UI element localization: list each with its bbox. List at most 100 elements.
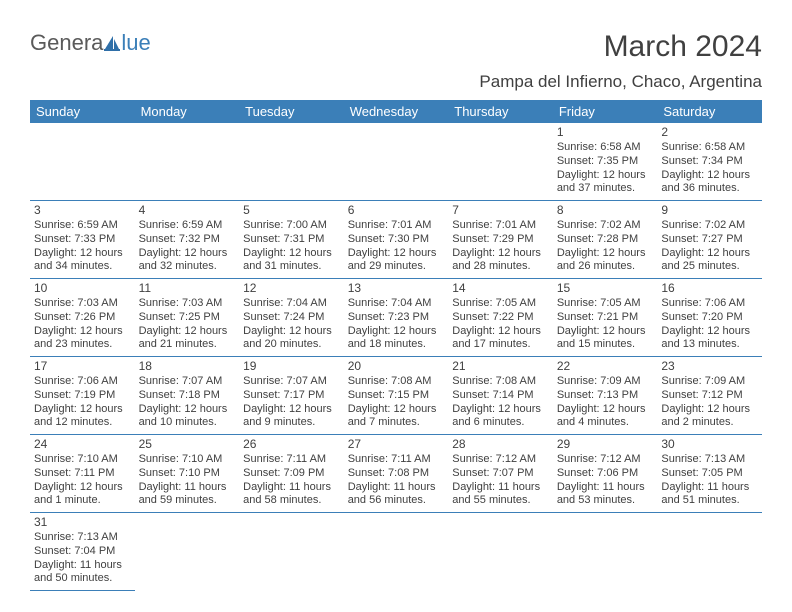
sunrise-line: Sunrise: 7:08 AM [348, 375, 445, 389]
daylight-line: Daylight: 12 hours and 2 minutes. [661, 403, 758, 431]
daylight-line: Daylight: 12 hours and 4 minutes. [557, 403, 654, 431]
daylight-line: Daylight: 12 hours and 18 minutes. [348, 325, 445, 353]
day-cell: 7Sunrise: 7:01 AMSunset: 7:29 PMDaylight… [448, 201, 553, 279]
empty-cell [30, 123, 135, 201]
sunrise-line: Sunrise: 7:11 AM [348, 453, 445, 467]
empty-cell [344, 123, 449, 201]
sunset-line: Sunset: 7:23 PM [348, 311, 445, 325]
daylight-line: Daylight: 12 hours and 29 minutes. [348, 247, 445, 275]
sunrise-line: Sunrise: 7:00 AM [243, 219, 340, 233]
day-cell: 28Sunrise: 7:12 AMSunset: 7:07 PMDayligh… [448, 435, 553, 513]
day-number: 24 [34, 437, 131, 452]
day-number: 6 [348, 203, 445, 218]
sunset-line: Sunset: 7:05 PM [661, 467, 758, 481]
daylight-line: Daylight: 12 hours and 10 minutes. [139, 403, 236, 431]
location-subtitle: Pampa del Infierno, Chaco, Argentina [479, 72, 762, 92]
sunset-line: Sunset: 7:32 PM [139, 233, 236, 247]
sunset-line: Sunset: 7:15 PM [348, 389, 445, 403]
sunrise-line: Sunrise: 7:03 AM [34, 297, 131, 311]
sunset-line: Sunset: 7:30 PM [348, 233, 445, 247]
daylight-line: Daylight: 12 hours and 34 minutes. [34, 247, 131, 275]
sunrise-line: Sunrise: 7:08 AM [452, 375, 549, 389]
day-cell: 22Sunrise: 7:09 AMSunset: 7:13 PMDayligh… [553, 357, 658, 435]
sunrise-line: Sunrise: 6:58 AM [557, 141, 654, 155]
daylight-line: Daylight: 11 hours and 55 minutes. [452, 481, 549, 509]
day-cell: 23Sunrise: 7:09 AMSunset: 7:12 PMDayligh… [657, 357, 762, 435]
day-number: 5 [243, 203, 340, 218]
sunrise-line: Sunrise: 7:07 AM [139, 375, 236, 389]
day-header: Thursday [448, 100, 553, 123]
day-cell: 19Sunrise: 7:07 AMSunset: 7:17 PMDayligh… [239, 357, 344, 435]
sunset-line: Sunset: 7:26 PM [34, 311, 131, 325]
day-cell: 12Sunrise: 7:04 AMSunset: 7:24 PMDayligh… [239, 279, 344, 357]
sunset-line: Sunset: 7:11 PM [34, 467, 131, 481]
sunset-line: Sunset: 7:25 PM [139, 311, 236, 325]
day-cell: 30Sunrise: 7:13 AMSunset: 7:05 PMDayligh… [657, 435, 762, 513]
day-number: 2 [661, 125, 758, 140]
empty-cell [553, 513, 658, 591]
day-cell: 27Sunrise: 7:11 AMSunset: 7:08 PMDayligh… [344, 435, 449, 513]
sunrise-line: Sunrise: 7:01 AM [452, 219, 549, 233]
day-number: 26 [243, 437, 340, 452]
sunrise-line: Sunrise: 7:11 AM [243, 453, 340, 467]
daylight-line: Daylight: 11 hours and 51 minutes. [661, 481, 758, 509]
day-cell: 24Sunrise: 7:10 AMSunset: 7:11 PMDayligh… [30, 435, 135, 513]
sunset-line: Sunset: 7:24 PM [243, 311, 340, 325]
day-number: 30 [661, 437, 758, 452]
sunset-line: Sunset: 7:29 PM [452, 233, 549, 247]
brand-logo: Genera lue [30, 30, 151, 56]
daylight-line: Daylight: 12 hours and 13 minutes. [661, 325, 758, 353]
sunset-line: Sunset: 7:06 PM [557, 467, 654, 481]
day-number: 20 [348, 359, 445, 374]
day-number: 7 [452, 203, 549, 218]
empty-cell [448, 123, 553, 201]
sunrise-line: Sunrise: 7:04 AM [243, 297, 340, 311]
day-number: 29 [557, 437, 654, 452]
day-header: Saturday [657, 100, 762, 123]
sunset-line: Sunset: 7:22 PM [452, 311, 549, 325]
sunrise-line: Sunrise: 7:09 AM [557, 375, 654, 389]
day-number: 1 [557, 125, 654, 140]
day-header: Wednesday [344, 100, 449, 123]
daylight-line: Daylight: 11 hours and 58 minutes. [243, 481, 340, 509]
sunrise-line: Sunrise: 7:01 AM [348, 219, 445, 233]
sunset-line: Sunset: 7:31 PM [243, 233, 340, 247]
sunrise-line: Sunrise: 7:13 AM [34, 531, 131, 545]
daylight-line: Daylight: 11 hours and 59 minutes. [139, 481, 236, 509]
empty-cell [239, 513, 344, 591]
day-cell: 6Sunrise: 7:01 AMSunset: 7:30 PMDaylight… [344, 201, 449, 279]
daylight-line: Daylight: 12 hours and 36 minutes. [661, 169, 758, 197]
sunrise-line: Sunrise: 7:12 AM [452, 453, 549, 467]
sunrise-line: Sunrise: 7:05 AM [452, 297, 549, 311]
day-cell: 5Sunrise: 7:00 AMSunset: 7:31 PMDaylight… [239, 201, 344, 279]
day-cell: 31Sunrise: 7:13 AMSunset: 7:04 PMDayligh… [30, 513, 135, 591]
daylight-line: Daylight: 12 hours and 28 minutes. [452, 247, 549, 275]
calendar-table: SundayMondayTuesdayWednesdayThursdayFrid… [30, 100, 762, 591]
day-number: 25 [139, 437, 236, 452]
daylight-line: Daylight: 11 hours and 50 minutes. [34, 559, 131, 587]
day-number: 11 [139, 281, 236, 296]
day-number: 22 [557, 359, 654, 374]
day-cell: 18Sunrise: 7:07 AMSunset: 7:18 PMDayligh… [135, 357, 240, 435]
day-cell: 13Sunrise: 7:04 AMSunset: 7:23 PMDayligh… [344, 279, 449, 357]
sunset-line: Sunset: 7:20 PM [661, 311, 758, 325]
empty-cell [344, 513, 449, 591]
sunset-line: Sunset: 7:12 PM [661, 389, 758, 403]
day-cell: 2Sunrise: 6:58 AMSunset: 7:34 PMDaylight… [657, 123, 762, 201]
day-number: 19 [243, 359, 340, 374]
sunset-line: Sunset: 7:04 PM [34, 545, 131, 559]
sunrise-line: Sunrise: 7:02 AM [661, 219, 758, 233]
sunrise-line: Sunrise: 7:02 AM [557, 219, 654, 233]
daylight-line: Daylight: 12 hours and 23 minutes. [34, 325, 131, 353]
daylight-line: Daylight: 12 hours and 32 minutes. [139, 247, 236, 275]
daylight-line: Daylight: 11 hours and 56 minutes. [348, 481, 445, 509]
sunset-line: Sunset: 7:28 PM [557, 233, 654, 247]
sunrise-line: Sunrise: 7:03 AM [139, 297, 236, 311]
sunset-line: Sunset: 7:14 PM [452, 389, 549, 403]
sunset-line: Sunset: 7:13 PM [557, 389, 654, 403]
day-number: 17 [34, 359, 131, 374]
day-number: 4 [139, 203, 236, 218]
sunset-line: Sunset: 7:08 PM [348, 467, 445, 481]
sunrise-line: Sunrise: 7:07 AM [243, 375, 340, 389]
day-number: 3 [34, 203, 131, 218]
